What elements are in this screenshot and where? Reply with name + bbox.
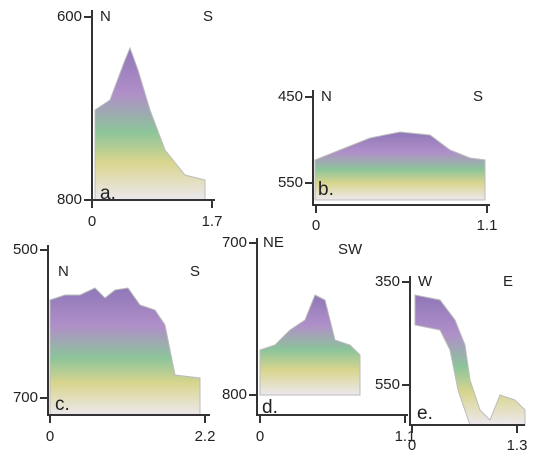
y-tick-label: 800: [57, 191, 82, 208]
panel-letter: d.: [262, 397, 278, 418]
profile: [94, 46, 206, 201]
profile: [414, 294, 526, 426]
x-tick-label: 0: [408, 437, 416, 454]
panel-letter: b.: [318, 179, 334, 200]
direction: S: [190, 263, 200, 280]
direction: N: [321, 88, 332, 105]
direction: S: [473, 88, 483, 105]
y-tick-label: 700: [222, 234, 247, 251]
x-tick-label: 2.2: [195, 428, 216, 445]
panel-e: 350 550 0 1.3 W E e.: [375, 273, 527, 454]
x-tick-label: 1.3: [507, 437, 528, 454]
panel-a: 600 800 0 1.7 N S a.: [57, 8, 222, 230]
panel-c: 500 700 0 2.2 N S c.: [13, 241, 215, 445]
x-tick-label: 0: [46, 428, 54, 445]
panel-d: 700 800 0 1.1 NE SW d.: [222, 234, 415, 445]
y-tick-label: 550: [375, 376, 400, 393]
profile: [259, 294, 361, 396]
panel-letter: e.: [417, 403, 433, 424]
direction: N: [100, 8, 111, 25]
panel-b: 450 550 0 1.1 N S b.: [278, 88, 497, 234]
profile: [49, 287, 201, 416]
direction: N: [58, 263, 69, 280]
x-tick-label: 1.7: [202, 213, 223, 230]
y-tick-label: 450: [278, 88, 303, 105]
panel-letter: c.: [55, 394, 70, 415]
axes: [249, 238, 408, 423]
profile: [314, 131, 486, 201]
direction: SW: [338, 241, 363, 258]
y-tick-label: 700: [13, 389, 38, 406]
panel-letter: a.: [100, 183, 116, 204]
y-tick-label: 350: [375, 273, 400, 290]
y-tick-label: 800: [222, 386, 247, 403]
x-tick-label: 0: [88, 213, 96, 230]
y-tick-label: 550: [278, 174, 303, 191]
direction: S: [203, 8, 213, 25]
y-tick-label: 600: [57, 8, 82, 25]
y-tick-label: 500: [13, 241, 38, 258]
axes: [402, 276, 525, 433]
x-tick-label: 1.1: [477, 217, 498, 234]
x-tick-label: 0: [312, 217, 320, 234]
axes: [305, 90, 490, 213]
direction: NE: [263, 234, 284, 251]
axes: [40, 245, 210, 423]
x-tick-label: 1.1: [395, 428, 416, 445]
direction: E: [503, 273, 513, 290]
direction: W: [418, 273, 433, 290]
x-tick-label: 0: [256, 428, 264, 445]
axes: [84, 10, 215, 208]
